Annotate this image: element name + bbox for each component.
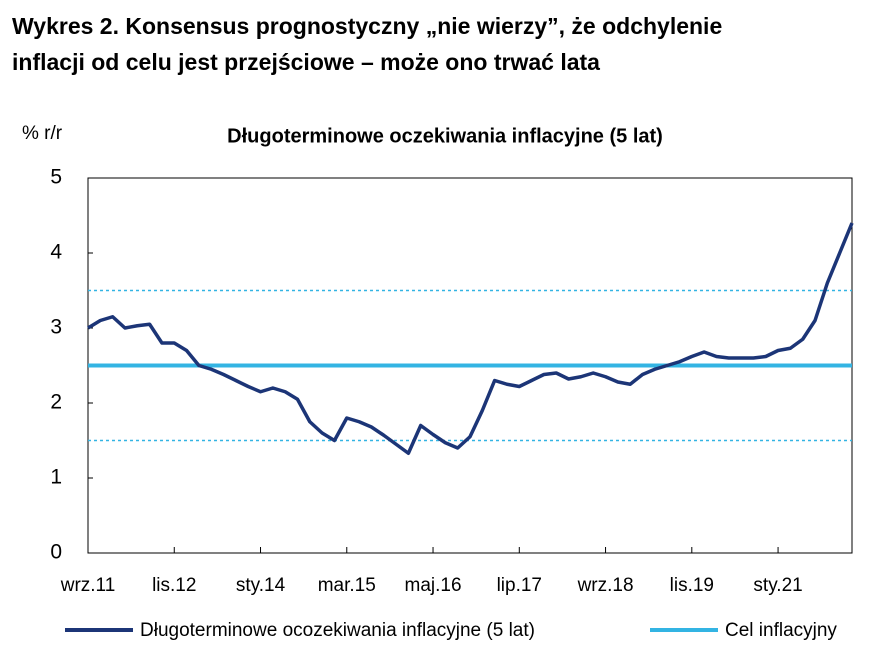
x-tick-label: wrz.11 (60, 575, 116, 596)
y-axis-label: % r/r (22, 123, 63, 144)
x-tick-label: lip.17 (497, 575, 542, 596)
y-tick-label: 2 (50, 391, 62, 414)
x-tick-label: sty.14 (236, 575, 286, 596)
x-tick-label: lis.19 (670, 575, 714, 596)
legend-label: Cel inflacyjny (725, 620, 837, 641)
legend-label: Długoterminowe ocozekiwania inflacyjne (… (140, 620, 535, 641)
y-tick-label: 1 (50, 466, 62, 489)
y-tick-label: 5 (50, 166, 62, 189)
heading-line: inflacji od celu jest przejściowe – może… (12, 49, 600, 75)
y-tick-label: 0 (50, 541, 62, 564)
x-tick-label: maj.16 (405, 575, 462, 596)
y-tick-label: 3 (50, 316, 62, 339)
x-tick-label: lis.12 (152, 575, 196, 596)
chart-title: Długoterminowe oczekiwania inflacyjne (5… (227, 125, 663, 147)
heading-line: Wykres 2. Konsensus prognostyczny „nie w… (12, 13, 723, 39)
series-line (87, 222, 854, 455)
heading: Wykres 2. Konsensus prognostyczny „nie w… (12, 8, 722, 80)
x-tick-label: wrz.18 (577, 575, 634, 596)
x-tick-label: mar.15 (318, 575, 376, 596)
x-tick-label: sty.21 (753, 575, 802, 596)
y-tick-label: 4 (50, 241, 62, 264)
